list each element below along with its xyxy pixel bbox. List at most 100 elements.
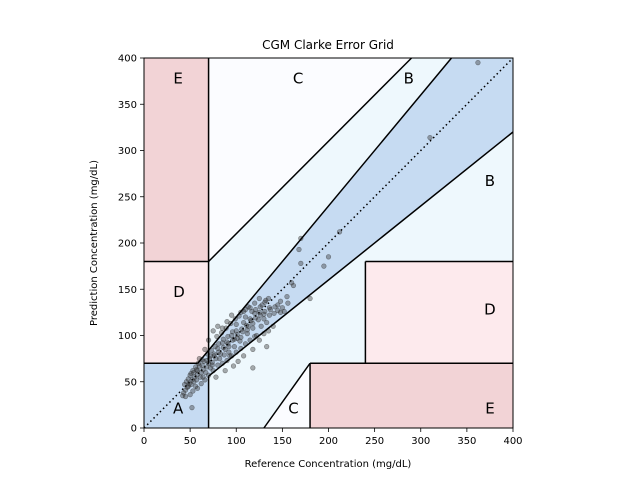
data-point — [194, 368, 201, 374]
data-point — [255, 317, 261, 323]
data-point — [185, 376, 191, 382]
data-point — [221, 352, 227, 358]
boundary-a-upper-diagonal — [197, 57, 453, 364]
data-point — [188, 381, 194, 388]
zone-boundaries — [144, 57, 514, 429]
x-tick-label: 400 — [503, 436, 522, 447]
data-point — [202, 377, 208, 383]
zone-label-a: A — [173, 400, 184, 418]
data-point — [264, 344, 270, 350]
x-tick-label: 200 — [319, 436, 338, 447]
data-point — [197, 374, 203, 380]
data-point — [182, 387, 189, 393]
data-point — [190, 388, 196, 394]
data-point — [262, 299, 268, 305]
zone-e-upper-left — [144, 58, 209, 262]
y-tick-label: 150 — [118, 285, 137, 296]
data-point — [203, 369, 209, 376]
data-point — [210, 328, 216, 334]
data-point — [233, 321, 239, 328]
data-point — [258, 323, 264, 329]
data-point — [253, 307, 259, 313]
data-point — [250, 325, 256, 331]
data-point — [245, 304, 251, 310]
y-tick-label: 350 — [118, 100, 137, 111]
y-tick-label: 300 — [118, 146, 137, 157]
data-point — [252, 300, 258, 306]
data-point — [256, 337, 262, 343]
zone-label-e: E — [173, 69, 182, 87]
zone-label-d: D — [173, 283, 185, 301]
data-point — [296, 246, 302, 253]
zone-label-d: D — [484, 301, 496, 319]
data-point — [325, 254, 332, 260]
data-point — [257, 304, 263, 310]
x-tick-label: 300 — [411, 436, 430, 447]
data-point — [198, 381, 204, 387]
zone-label-e: E — [485, 400, 494, 418]
data-point — [183, 379, 190, 385]
data-point — [211, 353, 217, 359]
zone-d-right — [365, 261, 513, 364]
data-point — [275, 307, 281, 314]
y-tick-label: 200 — [118, 239, 137, 250]
boundary-a-lower-diagonal — [208, 131, 514, 377]
x-tick-label: 250 — [365, 436, 384, 447]
data-point — [180, 393, 186, 399]
data-point — [266, 312, 273, 318]
data-point — [213, 374, 219, 380]
data-point — [199, 362, 205, 368]
x-axis-label: Reference Concentration (mg/dL) — [245, 459, 412, 470]
data-point — [277, 298, 284, 304]
data-point — [234, 335, 240, 341]
data-point — [265, 295, 272, 302]
data-point — [244, 331, 250, 337]
data-point — [193, 377, 200, 383]
data-point — [217, 356, 223, 362]
x-tick-label: 150 — [273, 436, 292, 447]
zone-label-c: C — [293, 69, 303, 87]
data-point — [250, 365, 256, 371]
y-axis-label: Prediction Concentration (mg/dL) — [89, 160, 100, 326]
data-point — [226, 344, 232, 350]
data-point — [307, 295, 313, 302]
data-point — [200, 374, 206, 380]
data-point — [242, 314, 249, 320]
boundary-c-upper-diagonal — [208, 57, 413, 263]
data-point — [250, 320, 256, 327]
data-point — [279, 305, 285, 311]
data-point — [215, 323, 221, 329]
data-point — [475, 60, 481, 66]
zone-label-b: B — [404, 69, 414, 87]
x-axis-ticks: 0 50 100 150 200 250 300 350 400 — [141, 428, 523, 447]
zone-labels: A B B C C D D E E — [173, 69, 496, 417]
data-point — [222, 368, 228, 374]
data-point — [215, 362, 221, 368]
data-point — [194, 385, 201, 391]
identity-line — [143, 57, 514, 429]
data-point — [285, 300, 291, 306]
data-point — [225, 333, 231, 340]
zone-label-b: B — [485, 172, 495, 190]
data-point — [220, 336, 226, 342]
data-point — [207, 365, 214, 371]
data-point — [277, 309, 284, 315]
y-axis-ticks: 0 50 100 150 200 250 300 350 400 — [118, 54, 144, 435]
data-point — [230, 363, 237, 369]
data-point — [187, 392, 193, 398]
data-point — [267, 307, 273, 313]
data-point — [235, 358, 241, 365]
data-point — [188, 370, 194, 377]
data-point — [209, 362, 215, 368]
data-point — [427, 134, 433, 141]
data-point — [275, 302, 281, 308]
x-tick-label: 50 — [184, 436, 197, 447]
data-point — [272, 304, 278, 310]
zone-label-c: C — [288, 400, 298, 418]
chart-title: CGM Clarke Error Grid — [262, 38, 394, 52]
y-tick-label: 0 — [131, 424, 137, 435]
zone-d-left — [144, 261, 209, 364]
data-point — [257, 312, 263, 318]
data-point — [290, 282, 297, 289]
